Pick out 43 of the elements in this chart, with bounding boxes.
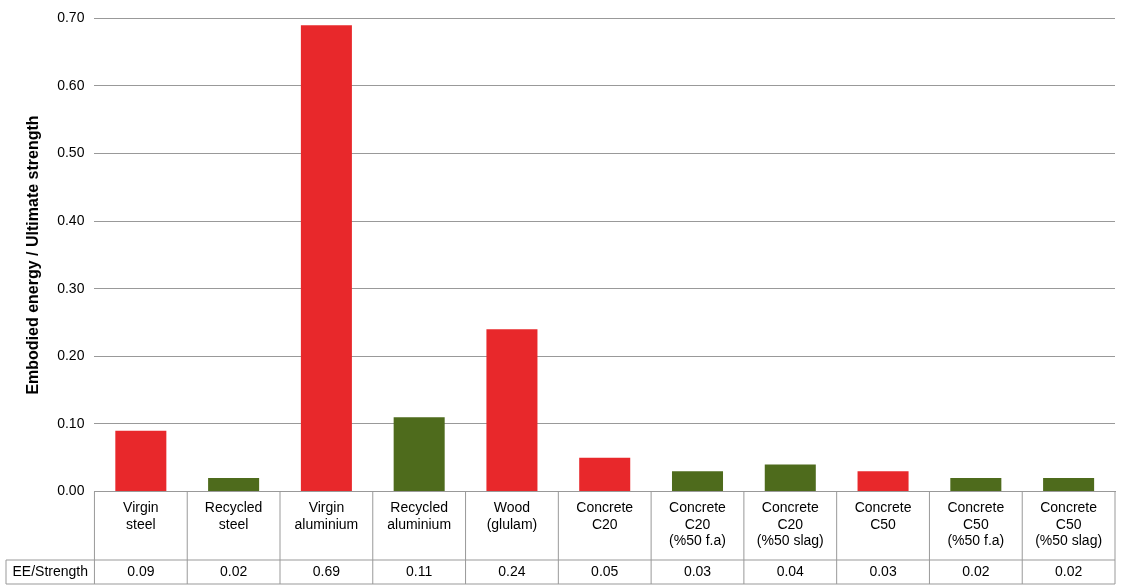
bar [393, 417, 445, 492]
bar [486, 329, 538, 492]
x-tick-label: Wood (glulam) [486, 498, 538, 532]
y-axis-title: Embodied energy / Ultimate strength [24, 115, 42, 395]
x-tick-label: Virgin steel [123, 498, 159, 532]
bar [671, 471, 724, 492]
y-tick-label: 0.10 [57, 414, 85, 431]
bar [1043, 478, 1095, 492]
x-tick-label: Virgin aluminium [294, 498, 359, 532]
bar [950, 478, 1002, 492]
bar [764, 464, 816, 492]
bar [115, 430, 167, 492]
data-label: 0.24 [498, 562, 526, 579]
x-tick-label: Concrete C50 (%50 f.a) [947, 498, 1005, 549]
data-label: 0.69 [312, 562, 341, 579]
x-tick-label: Concrete C20 (%50 slag) [756, 498, 824, 549]
bar [208, 478, 260, 492]
data-label: 0.11 [406, 562, 433, 579]
y-tick-label: 0.60 [57, 76, 85, 93]
y-tick-label: 0.30 [57, 279, 85, 296]
bar [300, 25, 352, 492]
y-tick-label: 0.40 [57, 212, 85, 229]
y-tick-label: 0.20 [57, 347, 85, 364]
data-label: 0.02 [962, 562, 990, 579]
x-tick-label: Concrete C20 [576, 498, 634, 532]
x-tick-label: Recycled steel [204, 498, 263, 532]
bar [579, 457, 631, 492]
x-tick-label: Concrete C50 [854, 498, 912, 532]
data-label: 0.03 [683, 562, 712, 579]
data-label: 0.03 [869, 562, 897, 579]
x-tick-label: Concrete C20 (%50 f.a) [669, 498, 727, 549]
x-tick-label: Recycled aluminium [387, 498, 452, 532]
data-label: 0.02 [1054, 562, 1083, 579]
x-tick-label: Concrete C50 (%50 slag) [1035, 498, 1103, 549]
bar [857, 471, 909, 492]
text: EE/Strength [12, 562, 88, 579]
data-label: 0.05 [591, 562, 619, 579]
data-label: 0.02 [219, 562, 248, 579]
y-tick-label: 0.50 [57, 144, 85, 161]
data-label: 0.04 [776, 562, 805, 579]
data-label: 0.09 [127, 562, 155, 579]
y-tick-label: 0.70 [57, 9, 85, 26]
y-tick-label: 0.00 [57, 482, 85, 499]
